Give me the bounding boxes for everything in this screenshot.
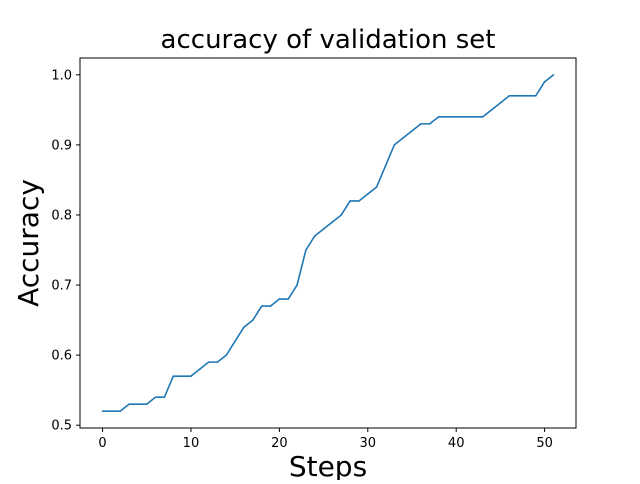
data-point bbox=[322, 228, 325, 230]
data-point bbox=[190, 375, 192, 377]
y-tick-label: 1.0 bbox=[51, 68, 72, 83]
data-point bbox=[243, 326, 245, 328]
x-tick-label: 20 bbox=[271, 436, 288, 451]
data-point bbox=[490, 109, 493, 111]
data-point bbox=[305, 249, 307, 251]
x-tick-label: 30 bbox=[360, 436, 377, 451]
data-point bbox=[517, 95, 519, 97]
data-point bbox=[437, 116, 440, 118]
x-tick-label: 0 bbox=[98, 436, 106, 451]
data-point bbox=[172, 375, 175, 377]
data-point bbox=[375, 186, 378, 188]
x-tick-label: 40 bbox=[448, 436, 465, 451]
data-point bbox=[119, 410, 122, 412]
series-line bbox=[102, 74, 554, 412]
data-point bbox=[340, 214, 343, 216]
data-point bbox=[446, 116, 449, 118]
y-axis: 0.5 0.6 0.7 0.8 0.9 1.0 bbox=[51, 68, 80, 434]
data-point bbox=[473, 116, 475, 118]
data-point bbox=[552, 74, 555, 76]
x-axis-label: Steps bbox=[289, 450, 367, 480]
data-point bbox=[402, 137, 404, 139]
chart-title: accuracy of validation set bbox=[161, 25, 496, 55]
data-point bbox=[358, 200, 360, 202]
y-tick-label: 0.8 bbox=[51, 208, 72, 223]
plot-area bbox=[79, 57, 577, 429]
data-point bbox=[508, 95, 511, 97]
x-axis: 0 10 20 30 40 50 bbox=[98, 428, 553, 451]
data-point bbox=[252, 319, 254, 321]
data-point bbox=[128, 403, 130, 405]
data-point bbox=[393, 144, 396, 146]
data-point bbox=[543, 81, 546, 83]
series-points bbox=[101, 74, 555, 412]
data-point bbox=[526, 95, 528, 97]
data-point bbox=[411, 130, 413, 132]
data-point bbox=[154, 396, 157, 398]
data-point bbox=[313, 235, 316, 237]
data-point bbox=[534, 95, 537, 97]
data-point bbox=[366, 193, 369, 195]
data-point bbox=[181, 375, 183, 377]
data-point bbox=[101, 410, 104, 412]
y-axis-label: Accuracy bbox=[12, 179, 45, 307]
y-tick-label: 0.6 bbox=[51, 349, 72, 364]
data-point bbox=[384, 165, 387, 167]
data-point bbox=[278, 298, 281, 300]
data-point bbox=[349, 200, 351, 202]
data-point bbox=[110, 410, 113, 412]
x-tick-label: 10 bbox=[183, 436, 200, 451]
data-point bbox=[207, 361, 210, 363]
data-point bbox=[287, 298, 290, 300]
data-point bbox=[296, 284, 298, 286]
data-point bbox=[163, 396, 166, 398]
y-tick-label: 0.5 bbox=[51, 419, 72, 434]
data-point bbox=[234, 340, 236, 342]
data-point bbox=[199, 368, 201, 370]
data-point bbox=[464, 116, 466, 118]
data-point bbox=[269, 305, 272, 307]
data-point bbox=[420, 123, 422, 125]
data-point bbox=[331, 221, 334, 223]
data-point bbox=[455, 116, 457, 118]
y-tick-label: 0.7 bbox=[51, 279, 72, 294]
data-point bbox=[428, 123, 431, 125]
data-point bbox=[216, 361, 219, 363]
data-point bbox=[145, 403, 148, 405]
data-point bbox=[481, 116, 484, 118]
y-tick-label: 0.9 bbox=[51, 138, 72, 153]
x-tick-label: 50 bbox=[536, 436, 553, 451]
data-point bbox=[137, 403, 139, 405]
data-point bbox=[260, 305, 263, 307]
data-point bbox=[499, 102, 502, 104]
data-point bbox=[225, 354, 228, 356]
